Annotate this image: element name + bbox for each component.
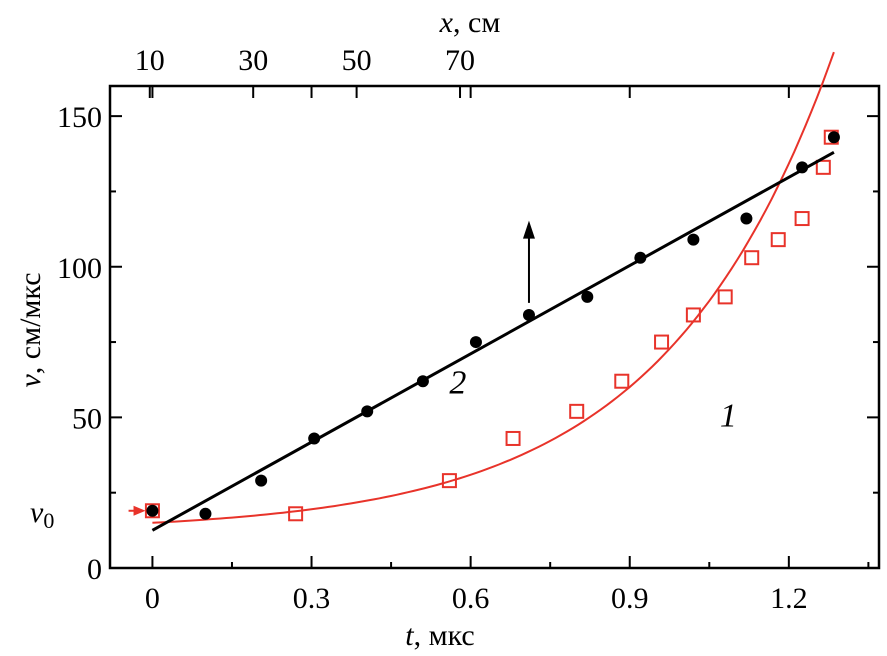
y-axis-var: v: [14, 374, 47, 388]
series-1-point: [794, 211, 810, 227]
y-tick-label: 150: [57, 101, 102, 134]
y-tick-label: 100: [57, 252, 102, 285]
series-1-point: [744, 250, 760, 266]
x-tick-label: 1.2: [770, 582, 808, 615]
top-x-tick-label: 70: [445, 44, 475, 77]
x-tick-label: 0.6: [452, 582, 490, 615]
series-2-point: [469, 336, 482, 349]
series-2-point: [255, 474, 268, 487]
top-x-tick-label: 50: [342, 44, 372, 77]
series-1-point: [815, 159, 831, 175]
series-1-point: [441, 473, 457, 489]
v0-var: v: [30, 496, 44, 529]
series-2-point: [522, 308, 535, 321]
series-2-fit-line: [151, 150, 835, 532]
series-2-point: [581, 290, 594, 303]
top-x-tick-label: 10: [135, 44, 165, 77]
series-1-point: [614, 373, 630, 389]
series-2-point: [634, 251, 647, 264]
y-axis-title: v, см/мкс: [14, 272, 47, 387]
series-1-point: [770, 232, 786, 248]
series-1-point: [288, 506, 304, 522]
x-axis-title: t, мкс: [405, 619, 474, 652]
x-axis-unit: , мкс: [414, 619, 475, 652]
series-1-point: [505, 430, 521, 446]
x-tick-label: 0.9: [611, 582, 649, 615]
x-tick-label: 0.3: [293, 582, 331, 615]
data-layer: 12: [128, 51, 840, 532]
series-1-point: [654, 334, 670, 350]
x-tick-label: 0: [145, 582, 160, 615]
series-1-label: 1: [720, 397, 737, 434]
series-1-point: [685, 307, 701, 323]
v0-label: v0: [30, 496, 54, 533]
series-2-point: [827, 131, 840, 144]
top-x-tick-label: 30: [238, 44, 268, 77]
series-2-point: [308, 432, 321, 445]
series-2-point: [740, 212, 753, 225]
v0-subscript: 0: [43, 508, 54, 533]
series-1-fit-curve: [152, 51, 835, 524]
x-axis-var: t: [405, 619, 414, 652]
series-1-point: [717, 289, 733, 305]
y-axis-unit: , см/мкс: [14, 272, 47, 374]
top-x-axis-title: x, см: [439, 6, 501, 39]
series-1-point: [569, 403, 585, 419]
series-2-point: [199, 507, 212, 520]
series-2-label: 2: [449, 364, 466, 401]
ticks-layer: 0 0.3 0.6 0.9 1.2 0 50 100 150 10 30 50 70: [57, 44, 879, 615]
series-2-point: [687, 233, 700, 246]
y-tick-label: 0: [87, 553, 102, 586]
series-2-point: [796, 161, 809, 174]
series-2-point: [361, 405, 374, 418]
y-tick-label: 50: [72, 402, 102, 435]
series-1-point: [144, 503, 160, 519]
plot-frame: [108, 84, 881, 570]
top-x-axis-var: x: [439, 6, 454, 39]
up-arrow-head: [522, 220, 535, 239]
series-2-point: [416, 375, 429, 388]
series-2-point: [146, 504, 159, 517]
v0-arrow-head: [133, 505, 146, 516]
top-x-axis-unit: , см: [453, 6, 500, 39]
